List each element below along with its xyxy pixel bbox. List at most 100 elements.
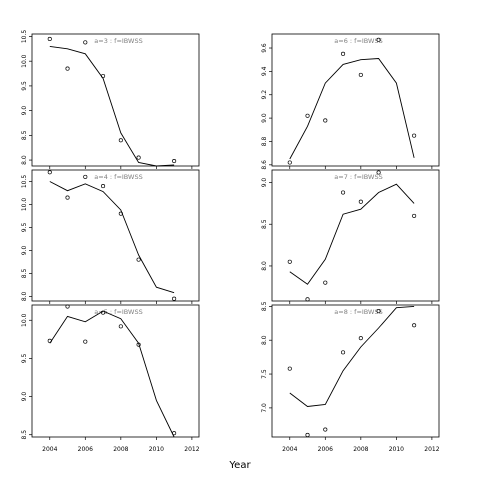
y-tick-label: 8.5 xyxy=(21,268,28,278)
observed-point xyxy=(65,304,70,309)
observed-point xyxy=(376,37,381,42)
observed-point xyxy=(305,432,310,438)
y-tick-label: 8.5 xyxy=(21,130,28,140)
y-tick-label: 9.0 xyxy=(21,245,28,255)
observed-point xyxy=(101,184,106,189)
x-tick-label: 2010 xyxy=(389,446,404,453)
observed-point xyxy=(83,174,88,179)
observed-point xyxy=(323,118,328,123)
observed-point xyxy=(287,259,292,264)
y-tick-label: 8.5 xyxy=(21,430,28,440)
observed-point xyxy=(118,138,123,143)
y-tick-label: 7.5 xyxy=(261,369,268,379)
y-tick-label: 9.0 xyxy=(21,106,28,116)
y-tick-label: 8.6 xyxy=(261,160,268,170)
panel-1: a=3 : f=IBWSS 8.0 8.5 9.0 9.5 10.0 10.5 xyxy=(21,30,200,169)
y-tick-label: 8.8 xyxy=(261,137,268,147)
observed-point xyxy=(287,366,292,371)
observed-point xyxy=(376,309,381,314)
observed-point xyxy=(323,427,328,432)
observed-point xyxy=(412,213,417,218)
y-tick-label: 8.0 xyxy=(21,155,28,165)
fitted-line xyxy=(289,305,415,407)
panel-2: a=6 : f=IBWSS 8.6 8.8 9.0 9.2 9.4 9.6 xyxy=(261,33,440,170)
fitted-line xyxy=(49,181,175,294)
plot-frame xyxy=(271,169,440,302)
y-tick-label: 8.0 xyxy=(21,291,28,301)
observed-point xyxy=(341,51,346,56)
observed-point xyxy=(172,296,177,301)
y-tick-label: 9.6 xyxy=(261,43,268,53)
panel-title: a=8 : f=IBWSS xyxy=(334,308,382,316)
observed-point xyxy=(136,257,141,262)
y-tick-label: 9.5 xyxy=(21,223,28,233)
plot-frame xyxy=(31,33,200,167)
observed-point xyxy=(412,323,417,328)
plot-frame xyxy=(31,169,200,302)
fitted-line xyxy=(289,183,415,285)
plot-frame xyxy=(31,304,200,438)
observed-point xyxy=(358,199,363,204)
x-tick-label: 2008 xyxy=(353,446,368,453)
observed-point xyxy=(412,133,417,138)
panel-title: a=4 : f=IBWSS xyxy=(94,173,142,181)
observed-point xyxy=(118,324,123,329)
x-tick-label: 2012 xyxy=(424,446,439,453)
observed-point xyxy=(47,170,52,175)
x-axis-title: Year xyxy=(229,460,251,471)
observed-point xyxy=(83,40,88,45)
observed-point xyxy=(305,113,310,118)
y-tick-label: 10.5 xyxy=(21,175,28,189)
y-tick-label: 8.5 xyxy=(261,219,268,229)
panel-title: a=3 : f=IBWSS xyxy=(94,37,142,45)
y-tick-label: 10.5 xyxy=(21,30,28,44)
panel-4: a=7 : f=IBWSS 8.0 8.5 9.0 xyxy=(261,169,440,304)
panel-6: a=8 : f=IBWSS 7.0 7.5 8.0 8.5 2004 2006 2008 201… xyxy=(261,301,440,453)
y-tick-label: 9.4 xyxy=(261,66,268,76)
observed-point xyxy=(172,159,177,164)
x-tick-label: 2004 xyxy=(282,446,297,453)
panel-3: a=4 : f=IBWSS 8.0 8.5 9.0 9.5 10.0 10.5 xyxy=(21,169,200,304)
panel-5: a=5 : f=IBWSS 8.5 9.0 9.5 10.0 2004 2006 2008 20… xyxy=(21,304,200,453)
observed-point xyxy=(305,297,310,302)
y-tick-label: 8.5 xyxy=(261,301,268,311)
observed-point xyxy=(376,170,381,175)
y-tick-label: 9.5 xyxy=(21,81,28,91)
y-tick-label: 10.0 xyxy=(21,198,28,212)
y-tick-label: 9.2 xyxy=(261,90,268,100)
x-tick-label: 2006 xyxy=(318,446,333,453)
observed-point xyxy=(136,155,141,160)
panel-title: a=5 : f=IBWSS xyxy=(94,308,142,316)
fitted-line xyxy=(49,45,175,167)
x-tick-label: 2004 xyxy=(42,446,57,453)
y-tick-label: 8.0 xyxy=(261,261,268,271)
fitted-line xyxy=(49,310,175,438)
observed-point xyxy=(83,339,88,344)
y-tick-label: 9.0 xyxy=(261,178,268,188)
x-tick-label: 2010 xyxy=(149,446,164,453)
observed-point xyxy=(358,72,363,77)
observed-point xyxy=(47,36,52,41)
plot-frame xyxy=(271,33,440,167)
panel-title: a=7 : f=IBWSS xyxy=(334,173,382,181)
y-tick-label: 7.0 xyxy=(261,403,268,413)
x-tick-label: 2008 xyxy=(113,446,128,453)
plot-frame xyxy=(271,304,440,438)
observed-point xyxy=(287,160,292,165)
y-tick-label: 9.5 xyxy=(21,353,28,363)
observed-point xyxy=(323,280,328,285)
observed-point xyxy=(341,190,346,195)
panel-title: a=6 : f=IBWSS xyxy=(334,37,382,45)
y-tick-label: 9.0 xyxy=(21,392,28,402)
fitted-line xyxy=(289,58,415,160)
y-tick-label: 10.0 xyxy=(21,54,28,68)
y-tick-label: 9.0 xyxy=(261,113,268,123)
observed-point xyxy=(358,336,363,341)
x-tick-label: 2012 xyxy=(184,446,199,453)
x-tick-label: 2006 xyxy=(78,446,93,453)
observed-point xyxy=(65,195,70,200)
y-tick-label: 10.0 xyxy=(21,313,28,327)
observed-point xyxy=(65,66,70,71)
y-tick-label: 8.0 xyxy=(261,335,268,345)
